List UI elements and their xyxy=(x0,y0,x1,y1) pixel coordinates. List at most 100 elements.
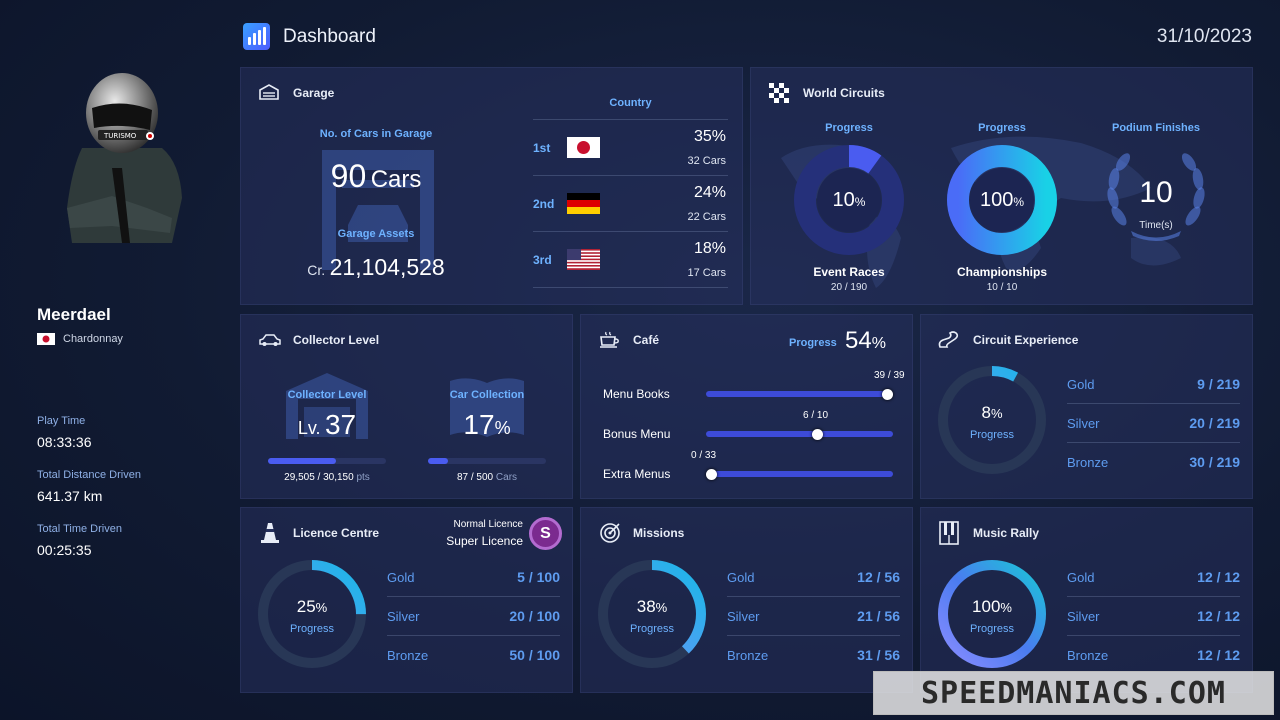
missions-medals: Gold 12 / 56 Silver 21 / 56 Bronze 31 / 56 xyxy=(727,558,900,674)
missions-ring xyxy=(598,560,706,668)
dashboard-icon xyxy=(243,23,270,50)
divider xyxy=(727,635,900,636)
driver-avatar: TURISMO xyxy=(67,73,182,243)
panel-title: Licence Centre xyxy=(293,526,380,540)
assets-prefix: Cr. xyxy=(307,262,326,278)
podium-value: 10 xyxy=(1139,176,1173,209)
panel-title: Café xyxy=(633,333,660,347)
panel-title: World Circuits xyxy=(803,86,885,100)
cafe-item-label: Menu Books xyxy=(603,387,670,401)
car-icon xyxy=(259,334,281,346)
licence-small-label: Normal Licence xyxy=(453,519,523,530)
collection-unit: % xyxy=(494,418,511,438)
country-percent: 24% xyxy=(693,184,726,201)
percent-value: 100 xyxy=(979,189,1014,211)
cars-count: 90 Cars xyxy=(301,158,451,195)
checkered-flag-icon xyxy=(769,83,789,103)
stat-value: 641.37 km xyxy=(37,488,103,504)
collector-level-panel[interactable]: Collector Level Collector Level Lv. 37 2… xyxy=(240,314,573,499)
stat-play-time: Play Time 08:33:36 xyxy=(37,415,92,450)
circuit-experience-panel[interactable]: Circuit Experience 8% Progress Gold 9 / 2… xyxy=(920,314,1253,499)
country-cars: 32 Cars xyxy=(687,155,726,167)
cars-unit: Cars xyxy=(370,166,422,193)
music-rally-percent: 100% xyxy=(937,597,1047,617)
country-cars: 17 Cars xyxy=(687,267,726,279)
cafe-item-count: 39 / 39 xyxy=(874,370,905,381)
medal-row-bronze: Bronze 31 / 56 xyxy=(727,636,900,674)
stat-label: Total Time Driven xyxy=(37,523,122,535)
missions-percent: 38% xyxy=(597,597,707,617)
divider xyxy=(533,175,728,176)
percent-unit: % xyxy=(854,195,866,209)
percent-value: 8 xyxy=(981,403,991,422)
divider xyxy=(1067,442,1240,443)
garage-panel[interactable]: Garage No. of Cars in Garage 90 Cars Gar… xyxy=(240,67,743,305)
country-rank: 1st xyxy=(533,141,551,155)
licence-ring xyxy=(258,560,366,668)
medal-row-bronze: Bronze 50 / 100 xyxy=(387,636,560,674)
garage-icon xyxy=(259,84,279,100)
championships-label: Championships xyxy=(956,265,1047,279)
level-points: 29,505 / 30,150 pts xyxy=(261,472,393,483)
event-races-count: 20 / 190 xyxy=(830,282,868,293)
cafe-item-count: 6 / 10 xyxy=(803,410,829,421)
event-races-percent: 10% xyxy=(793,189,905,212)
percent-unit: % xyxy=(1013,195,1025,209)
slider-track xyxy=(706,391,893,397)
medal-value: 30 / 219 xyxy=(1189,454,1240,470)
level-prefix: Lv. xyxy=(297,418,321,438)
panel-title: Music Rally xyxy=(973,526,1040,540)
collection-count: 87 / 500 Cars xyxy=(421,472,553,483)
licence-percent: 25% xyxy=(257,597,367,617)
divider xyxy=(1067,596,1240,597)
medal-row-bronze: Bronze 30 / 219 xyxy=(1067,443,1240,481)
licence-centre-panel[interactable]: Licence Centre Normal Licence Super Lice… xyxy=(240,507,573,693)
track-icon xyxy=(938,331,959,348)
medal-label: Bronze xyxy=(1067,454,1109,470)
level-display: Lv. 37 xyxy=(277,409,377,441)
cafe-panel[interactable]: Café Progress 54% Menu Books 39 / 39 Bon… xyxy=(580,314,913,499)
collection-label: Car Collection xyxy=(449,389,525,401)
collection-bar-track xyxy=(428,458,546,464)
missions-progress-label: Progress xyxy=(629,623,675,635)
championships-percent: 100% xyxy=(946,189,1058,212)
stat-value: 08:33:36 xyxy=(37,434,92,450)
cafe-item-count: 0 / 33 xyxy=(691,450,717,461)
cafe-item-label: Extra Menus xyxy=(603,467,671,481)
missions-panel[interactable]: Missions 38% Progress Gold 12 / 56 Silver… xyxy=(580,507,913,693)
medal-label: Silver xyxy=(1067,415,1100,431)
medal-row-silver: Silver 21 / 56 xyxy=(727,597,900,635)
music-rally-ring xyxy=(938,560,1046,668)
medal-value: 12 / 12 xyxy=(1197,608,1240,624)
slider-knob[interactable] xyxy=(706,468,717,480)
medal-row-bronze: Bronze 12 / 12 xyxy=(1067,636,1240,674)
percent-unit: % xyxy=(871,335,886,352)
licence-medals: Gold 5 / 100 Silver 20 / 100 Bronze 50 / 10… xyxy=(387,558,560,674)
cafe-progress-label: Progress xyxy=(789,337,837,349)
slider-track xyxy=(706,431,893,437)
slider-knob[interactable] xyxy=(811,428,823,440)
assets-value: 21,104,528 xyxy=(329,254,445,280)
cafe-item-label: Bonus Menu xyxy=(603,427,671,441)
points-value: 29,505 / 30,150 xyxy=(284,472,354,483)
world-circuits-panel[interactable]: World Circuits Progress 10% Event Races … xyxy=(750,67,1253,305)
ce-medals: Gold 9 / 219 Silver 20 / 219 Bronze 30 / 21… xyxy=(1067,365,1240,481)
country-percent: 18% xyxy=(693,240,726,257)
slider-knob[interactable] xyxy=(882,388,893,400)
medal-label: Gold xyxy=(387,569,415,585)
world-map-background xyxy=(781,136,1181,288)
divider xyxy=(533,287,728,288)
percent-value: 25 xyxy=(296,597,316,616)
percent-value: 10 xyxy=(832,189,855,211)
collection-bar-fill xyxy=(428,458,449,464)
music-rally-panel[interactable]: Music Rally 100% Progress Gold 12 / 12 Si… xyxy=(920,507,1253,693)
piano-icon xyxy=(939,521,959,545)
slider-track xyxy=(706,471,893,477)
country-percent: 35% xyxy=(693,128,726,145)
level-bar-track xyxy=(268,458,386,464)
country-rank: 3rd xyxy=(533,253,552,267)
garage-background-icon xyxy=(286,373,368,439)
collection-value: 17 xyxy=(463,409,495,440)
championships-ring xyxy=(947,145,1057,255)
garage-background-icon xyxy=(322,150,434,270)
